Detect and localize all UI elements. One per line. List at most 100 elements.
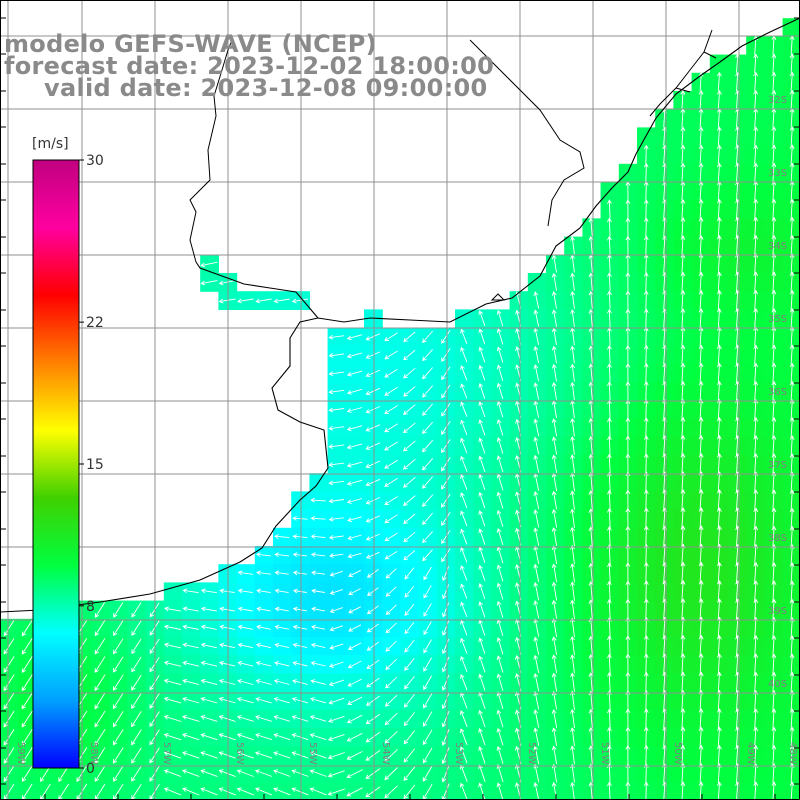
- wave-arrow: [496, 745, 504, 764]
- wave-arrow: [588, 745, 594, 765]
- wave-arrow: [327, 752, 345, 760]
- wave-arrow: [771, 144, 777, 165]
- wave-arrow: [309, 787, 327, 796]
- wave-arrow: [422, 421, 434, 435]
- wave-arrow: [256, 588, 271, 594]
- wave-arrow: [643, 781, 649, 800]
- wave-arrow: [588, 435, 594, 456]
- wave-arrow: [551, 690, 558, 710]
- wave-arrow: [716, 708, 722, 729]
- wave-arrow: [347, 660, 362, 669]
- wave-arrow: [112, 729, 124, 746]
- lon-label: 52W: [526, 742, 537, 765]
- wave-arrow: [236, 769, 254, 777]
- wave-arrow: [478, 528, 486, 545]
- wave-arrow: [131, 747, 142, 764]
- wave-arrow: [328, 371, 345, 377]
- wave-arrow: [460, 673, 468, 691]
- wave-arrow: [460, 473, 468, 490]
- wave-arrow: [182, 769, 200, 778]
- wave-arrow: [21, 728, 33, 746]
- wave-arrow: [607, 290, 612, 310]
- wave-arrow: [753, 416, 759, 438]
- wave-arrow: [237, 298, 254, 304]
- wave-arrow: [533, 672, 540, 692]
- wave-arrow: [478, 583, 486, 600]
- wave-arrow: [570, 599, 575, 620]
- wave-arrow: [588, 654, 594, 674]
- wave-arrow: [771, 253, 777, 274]
- wave-arrow: [698, 308, 704, 328]
- wave-arrow: [643, 726, 649, 747]
- wave-arrow: [366, 641, 380, 651]
- wave-arrow: [256, 552, 271, 558]
- wave-arrow: [680, 362, 686, 383]
- wave-arrow: [385, 568, 397, 579]
- lon-label: 59W: [15, 742, 26, 765]
- wave-arrow: [328, 462, 345, 468]
- wave-arrow: [533, 691, 540, 710]
- wave-arrow: [607, 235, 612, 255]
- ocean-cell: [273, 782, 292, 800]
- wave-arrow: [131, 602, 142, 618]
- wave-arrow: [771, 525, 777, 548]
- wave-arrow: [496, 364, 504, 381]
- wave-arrow: [200, 751, 218, 759]
- wave-arrow: [698, 344, 704, 365]
- wave-arrow: [643, 525, 649, 548]
- wave-arrow: [716, 380, 722, 402]
- wave-arrow: [607, 199, 612, 219]
- wave-arrow: [625, 671, 631, 693]
- wave-arrow: [753, 562, 759, 584]
- wave-arrow: [441, 511, 451, 526]
- wave-arrow: [441, 620, 450, 636]
- wave-arrow: [607, 272, 612, 292]
- wave-arrow: [716, 308, 722, 329]
- colorbar-unit: [m/s]: [32, 136, 69, 152]
- wave-arrow: [365, 478, 381, 487]
- wave-arrow: [384, 551, 398, 560]
- wave-arrow: [753, 216, 759, 238]
- wave-arrow: [460, 346, 468, 363]
- wave-arrow: [254, 769, 273, 777]
- wave-arrow: [346, 407, 363, 413]
- wave-arrow: [680, 561, 686, 585]
- wave-arrow: [365, 713, 381, 725]
- wave-arrow: [716, 671, 722, 693]
- wave-arrow: [753, 289, 759, 311]
- wave-arrow: [113, 638, 124, 655]
- wave-arrow: [588, 236, 594, 255]
- wave-arrow: [533, 527, 540, 546]
- wave-arrow: [3, 747, 15, 764]
- wave-arrow: [680, 598, 686, 621]
- wave-arrow: [533, 418, 540, 437]
- wave-arrow: [680, 416, 686, 438]
- wave-arrow: [348, 606, 362, 614]
- wave-arrow: [771, 435, 777, 456]
- wave-arrow: [716, 634, 722, 657]
- wave-arrow: [403, 331, 416, 343]
- wave-arrow: [366, 569, 379, 578]
- wave-arrow: [680, 90, 686, 110]
- wave-arrow: [643, 562, 649, 584]
- wave-arrow: [771, 326, 777, 347]
- wave-arrow: [200, 769, 218, 778]
- ocean-cell: [163, 782, 183, 800]
- wave-arrow: [570, 654, 575, 674]
- wave-arrow: [237, 570, 253, 576]
- lon-label: 49W: [745, 742, 756, 765]
- wave-arrow: [551, 763, 558, 783]
- wave-arrow: [346, 352, 363, 359]
- wave-arrow: [570, 636, 575, 656]
- wave-arrow: [365, 460, 381, 469]
- wave-arrow: [698, 416, 704, 438]
- wave-arrow: [588, 599, 594, 620]
- wave-arrow: [255, 642, 272, 649]
- wave-arrow: [588, 381, 594, 401]
- wave-arrow: [625, 525, 631, 548]
- wave-arrow: [607, 308, 612, 328]
- wave-arrow: [346, 334, 363, 341]
- wave-arrow: [384, 785, 398, 799]
- wave-arrow: [551, 563, 558, 583]
- wave-arrow: [570, 436, 575, 455]
